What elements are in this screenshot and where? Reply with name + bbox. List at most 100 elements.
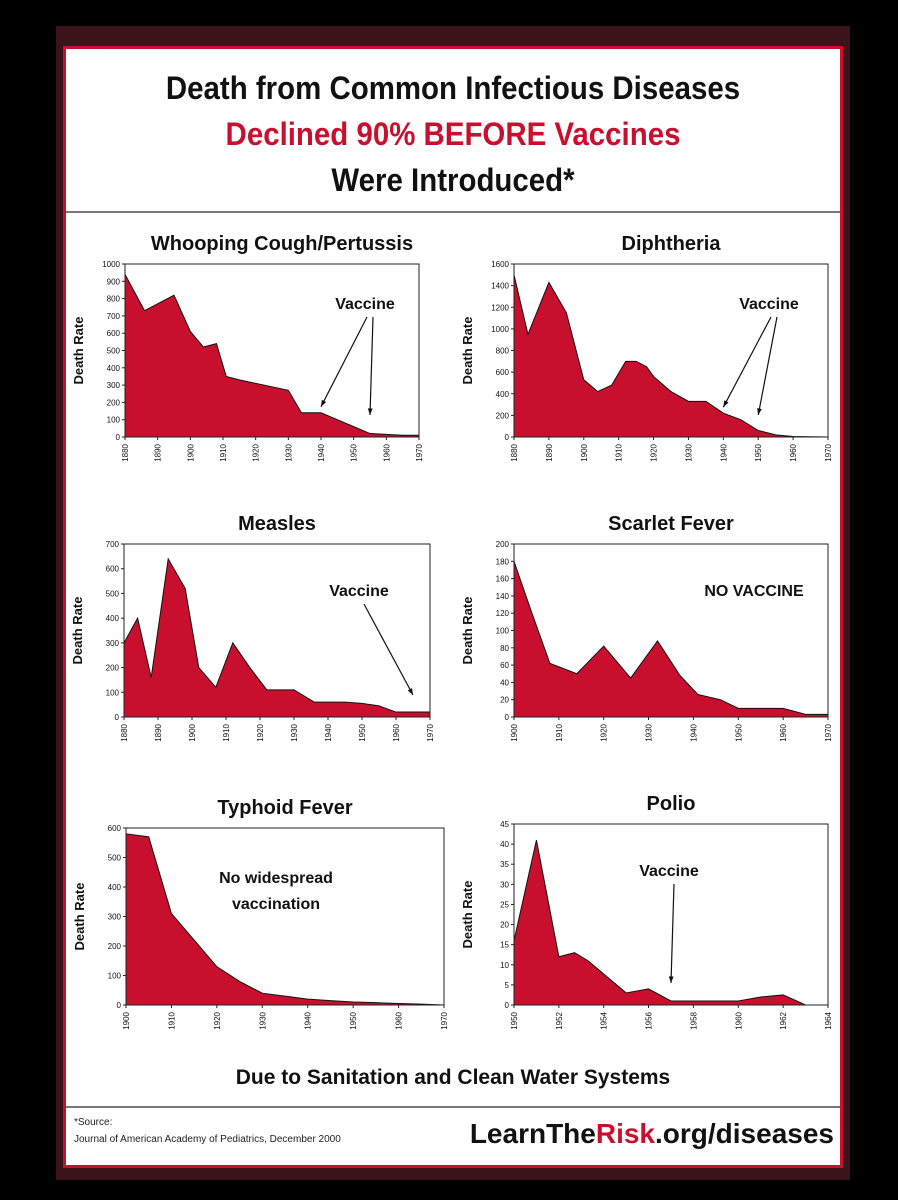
y-tick-label: 700: [106, 540, 120, 549]
x-tick-label: 1920: [650, 443, 659, 461]
x-tick-label: 1880: [120, 723, 129, 741]
x-tick-label: 1954: [600, 1011, 609, 1029]
x-tick-label: 1950: [349, 1011, 358, 1029]
x-tick-label: 1920: [213, 1011, 222, 1029]
x-tick-label: 1890: [154, 443, 163, 461]
chart-6: Polio Death Rate 0 5 10 15 20 25 30 35 40 45 1950 195…: [460, 793, 833, 1030]
vaccine-arrowhead: [668, 976, 674, 983]
x-tick-label: 1956: [645, 1011, 654, 1029]
y-tick-label: 400: [106, 614, 120, 623]
vaccine-arrowhead: [321, 399, 327, 407]
vaccine-arrowhead: [757, 408, 762, 415]
data-area: [124, 274, 420, 438]
y-tick-label: 60: [500, 661, 509, 670]
y-tick-label: 700: [107, 312, 121, 321]
y-tick-label: 200: [496, 540, 510, 549]
divider-bottom: [66, 1106, 840, 1108]
x-tick-label: 1958: [689, 1011, 698, 1029]
annotation-text: Vaccine: [335, 296, 395, 313]
y-tick-label: 400: [108, 883, 122, 892]
vaccine-arrow: [757, 316, 778, 416]
y-tick-label: 300: [106, 639, 120, 648]
divider-top: [66, 211, 840, 213]
x-tick-label: 1970: [426, 723, 435, 741]
x-tick-label: 1960: [734, 1011, 743, 1029]
y-tick-label: 0: [505, 433, 510, 442]
x-tick-label: 1910: [219, 443, 228, 461]
x-tick-label: 1952: [555, 1011, 564, 1029]
chart-title: Measles: [238, 513, 316, 535]
vaccine-arrow: [369, 316, 374, 416]
vaccine-arrow: [363, 603, 414, 696]
data-area: [123, 557, 431, 718]
x-tick-label: 1940: [689, 723, 698, 741]
x-tick-label: 1910: [615, 443, 624, 461]
y-tick-label: 1400: [491, 282, 509, 291]
y-axis-label: Death Rate: [460, 597, 475, 665]
x-tick-label: 1890: [545, 443, 554, 461]
y-tick-label: 600: [107, 329, 121, 338]
chart-title: Typhoid Fever: [217, 797, 352, 819]
y-tick-label: 200: [108, 942, 122, 951]
y-tick-label: 600: [108, 824, 122, 833]
headline-line-1: Death from Common Infectious Diseases: [165, 70, 741, 106]
x-tick-label: 1950: [358, 723, 367, 741]
y-tick-label: 900: [107, 277, 121, 286]
y-axis-label: Death Rate: [71, 317, 86, 385]
y-tick-label: 100: [108, 972, 122, 981]
y-tick-label: 160: [496, 575, 510, 584]
x-tick-label: 1910: [222, 723, 231, 741]
y-axis-label: Death Rate: [72, 883, 87, 951]
y-tick-label: 400: [496, 390, 510, 399]
y-tick-label: 500: [108, 854, 122, 863]
x-tick-label: 1930: [645, 723, 654, 741]
x-tick-label: 1950: [734, 723, 743, 741]
y-axis-label: Death Rate: [460, 881, 475, 949]
y-tick-label: 140: [496, 592, 510, 601]
x-tick-label: 1930: [284, 443, 293, 461]
x-tick-label: 1940: [324, 723, 333, 741]
x-tick-label: 1920: [256, 723, 265, 741]
x-tick-label: 1920: [252, 443, 261, 461]
source-citation: Journal of American Academy of Pediatric…: [74, 1134, 341, 1145]
y-tick-label: 500: [106, 589, 120, 598]
vaccine-arrowhead: [407, 688, 413, 695]
x-tick-label: 1960: [789, 443, 798, 461]
website-link[interactable]: LearnTheRisk.org/diseases: [470, 1118, 834, 1150]
chart-4: Scarlet Fever Death Rate 0 20 40 60 80 100 120 14…: [460, 513, 833, 742]
annotation-text: Vaccine: [639, 863, 699, 880]
vaccine-arrow: [320, 316, 368, 408]
y-tick-label: 180: [496, 557, 510, 566]
x-tick-label: 1970: [440, 1011, 449, 1029]
site-prefix: LearnThe: [469, 1118, 596, 1149]
x-tick-label: 1970: [824, 723, 833, 741]
plot-frame: [513, 823, 829, 1006]
x-tick-label: 1960: [395, 1011, 404, 1029]
y-tick-label: 600: [106, 565, 120, 574]
vaccine-arrow: [670, 883, 675, 984]
y-tick-label: 800: [496, 347, 510, 356]
chart-3: Measles Death Rate 0 100 200 300 400 500 600 700 1…: [70, 513, 435, 742]
y-tick-label: 15: [500, 941, 509, 950]
data-area: [513, 561, 829, 718]
vaccine-arrowhead: [367, 408, 373, 415]
y-tick-label: 100: [496, 627, 510, 636]
vaccine-arrow: [722, 316, 772, 408]
x-tick-label: 1930: [290, 723, 299, 741]
y-tick-label: 10: [500, 961, 509, 970]
annotation-line: No widespread: [219, 870, 333, 887]
x-tick-label: 1900: [122, 1011, 131, 1029]
y-tick-label: 45: [500, 820, 509, 829]
y-tick-label: 1600: [491, 260, 509, 269]
x-tick-label: 1880: [121, 443, 130, 461]
y-tick-label: 800: [107, 295, 121, 304]
x-tick-label: 1910: [555, 723, 564, 741]
y-tick-label: 80: [500, 644, 509, 653]
y-tick-label: 40: [500, 678, 509, 687]
y-tick-label: 0: [117, 1001, 122, 1010]
y-tick-label: 20: [500, 921, 509, 930]
x-tick-label: 1900: [188, 723, 197, 741]
x-tick-label: 1920: [600, 723, 609, 741]
x-tick-label: 1950: [754, 443, 763, 461]
vaccine-arrowhead: [723, 400, 729, 408]
